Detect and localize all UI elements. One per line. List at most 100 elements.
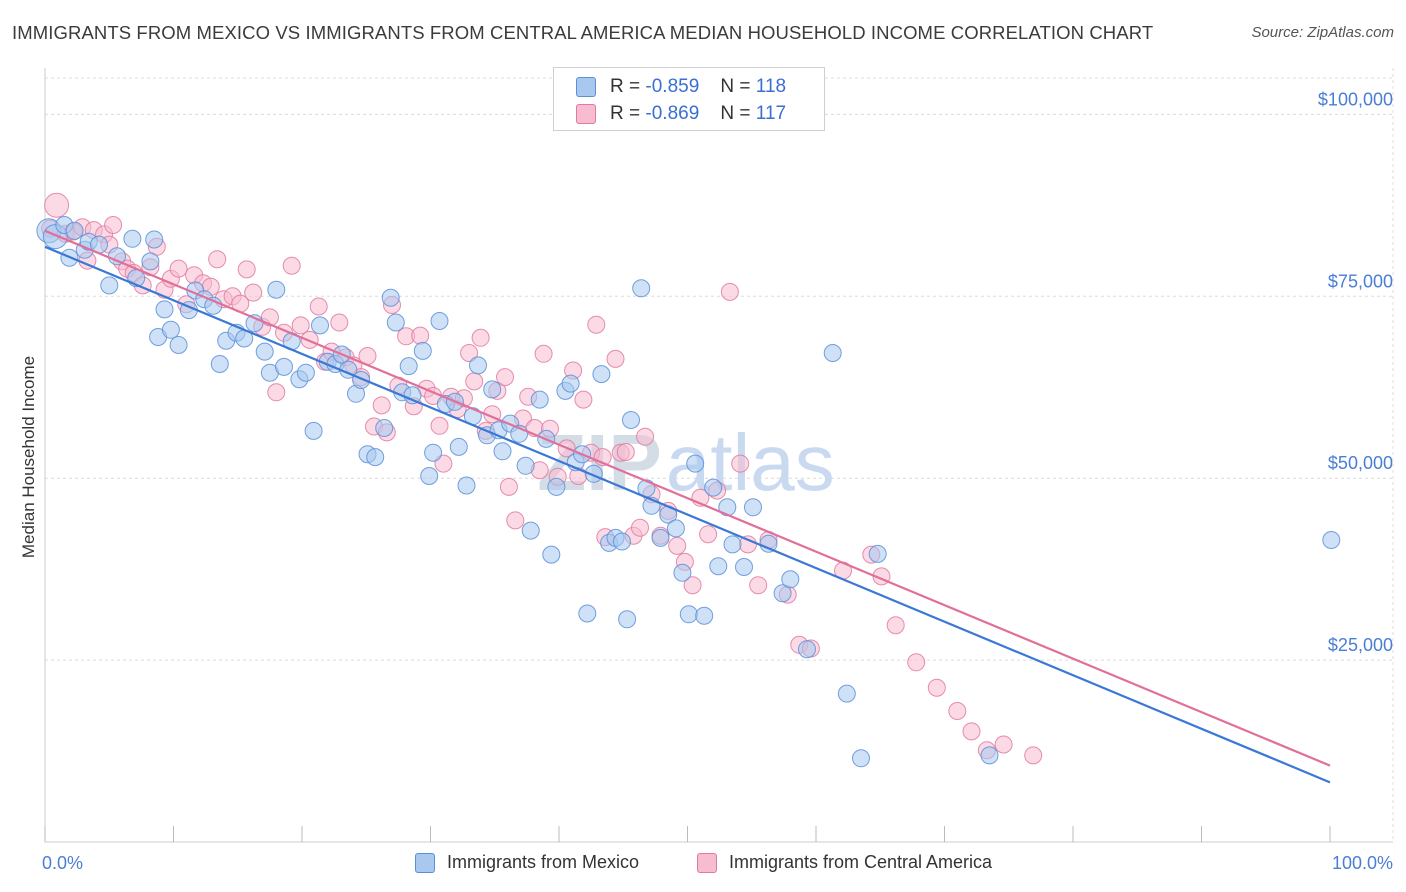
trend-lines [44, 229, 1331, 784]
point-mexico [267, 280, 286, 299]
point-central-america [1024, 746, 1043, 765]
point-mexico [161, 320, 180, 339]
point-mexico [311, 316, 329, 335]
point-mexico [413, 341, 432, 360]
point-central-america [330, 313, 349, 332]
point-mexico [980, 746, 999, 765]
point-central-america [169, 259, 188, 278]
point-central-america [616, 443, 635, 461]
point-mexico [578, 604, 597, 623]
legend-swatch-central-america [697, 852, 717, 873]
y-tick-labels: $25,000 $50,000 $75,000 $100,000 [1318, 89, 1393, 655]
point-central-america [267, 383, 286, 402]
point-mexico [781, 570, 800, 589]
axes [44, 68, 1393, 843]
point-mexico [123, 229, 142, 248]
point-mexico [169, 336, 188, 354]
point-mexico [773, 584, 792, 603]
point-central-america [499, 477, 518, 496]
y-tick-label: $25,000 [1328, 635, 1393, 655]
point-central-america [720, 282, 739, 301]
point-mexico [744, 498, 762, 517]
legend-row-mexico: R = -0.859 N = 118 [576, 74, 786, 100]
y-tick-label: $100,000 [1318, 89, 1393, 109]
point-mexico [673, 563, 692, 582]
point-central-america [886, 616, 905, 635]
point-mexico [493, 442, 512, 461]
series-mexico-points [36, 216, 1341, 768]
point-mexico [403, 386, 422, 405]
point-mexico [868, 544, 887, 563]
point-central-america [636, 427, 655, 446]
point-mexico [735, 558, 753, 576]
point-mexico [1322, 531, 1341, 549]
point-central-america [282, 256, 301, 275]
point-mexico [618, 610, 637, 629]
point-mexico [542, 545, 561, 564]
point-mexico [613, 532, 631, 551]
point-mexico [679, 605, 698, 624]
point-central-america [683, 576, 702, 595]
point-mexico [686, 454, 705, 473]
gridlines [45, 68, 1394, 842]
legend-r-value-central-america: -0.869 [645, 103, 700, 124]
point-central-america [430, 416, 449, 435]
point-mexico [651, 528, 670, 547]
legend-r-label: R = [610, 103, 641, 124]
point-central-america [309, 297, 328, 316]
point-mexico [210, 355, 229, 373]
point-mexico [375, 419, 394, 437]
legend-n-value-mexico: 118 [755, 76, 787, 97]
point-central-america [606, 349, 625, 368]
point-central-america [534, 344, 553, 363]
point-mexico [622, 411, 640, 429]
point-central-america [291, 316, 310, 335]
point-central-america [749, 576, 768, 595]
point-central-america [104, 216, 123, 234]
point-mexico [723, 535, 742, 554]
legend-n-value-central-america: 117 [755, 103, 787, 124]
point-central-america [574, 390, 593, 409]
legend-item-mexico[interactable]: Immigrants from Mexico [415, 852, 639, 873]
point-mexico [798, 640, 816, 659]
point-mexico [255, 342, 274, 361]
y-axis-label: Median Household Income [19, 356, 38, 558]
point-central-america [471, 328, 490, 347]
legend-n-label: N = [720, 103, 751, 124]
point-mexico [483, 380, 502, 399]
point-mexico [709, 557, 728, 576]
trend-line-mexico [44, 245, 1331, 784]
point-mexico [547, 477, 566, 496]
point-mexico [386, 313, 405, 332]
point-mexico [100, 276, 119, 295]
point-mexico [469, 356, 487, 375]
point-central-america [44, 192, 70, 218]
point-mexico [296, 363, 315, 382]
legend-item-central-america[interactable]: Immigrants from Central America [697, 852, 992, 873]
legend-r-label: R = [610, 76, 641, 97]
point-mexico [530, 390, 549, 409]
point-central-america [962, 722, 981, 741]
point-central-america [731, 454, 750, 473]
point-mexico [155, 300, 174, 319]
point-mexico [304, 421, 323, 440]
legend-r-value-mexico: -0.859 [645, 76, 700, 97]
point-central-america [372, 396, 391, 415]
point-mexico [852, 749, 870, 768]
point-mexico [449, 437, 468, 456]
point-central-america [587, 315, 606, 334]
point-mexico [424, 443, 443, 462]
point-central-america [496, 368, 514, 387]
point-mexico [366, 448, 385, 467]
trend-line-central-america [44, 229, 1331, 767]
point-mexico [399, 357, 418, 376]
legend-label-mexico: Immigrants from Mexico [447, 852, 640, 872]
point-mexico [457, 476, 476, 495]
legend-swatch-mexico [576, 77, 596, 97]
point-mexico [65, 221, 84, 240]
point-central-america [927, 678, 946, 697]
legend-row-central-america: R = -0.869 N = 117 [576, 101, 786, 127]
point-central-america [948, 702, 967, 720]
legend-swatch-central-america [576, 104, 596, 124]
point-mexico [632, 279, 651, 298]
